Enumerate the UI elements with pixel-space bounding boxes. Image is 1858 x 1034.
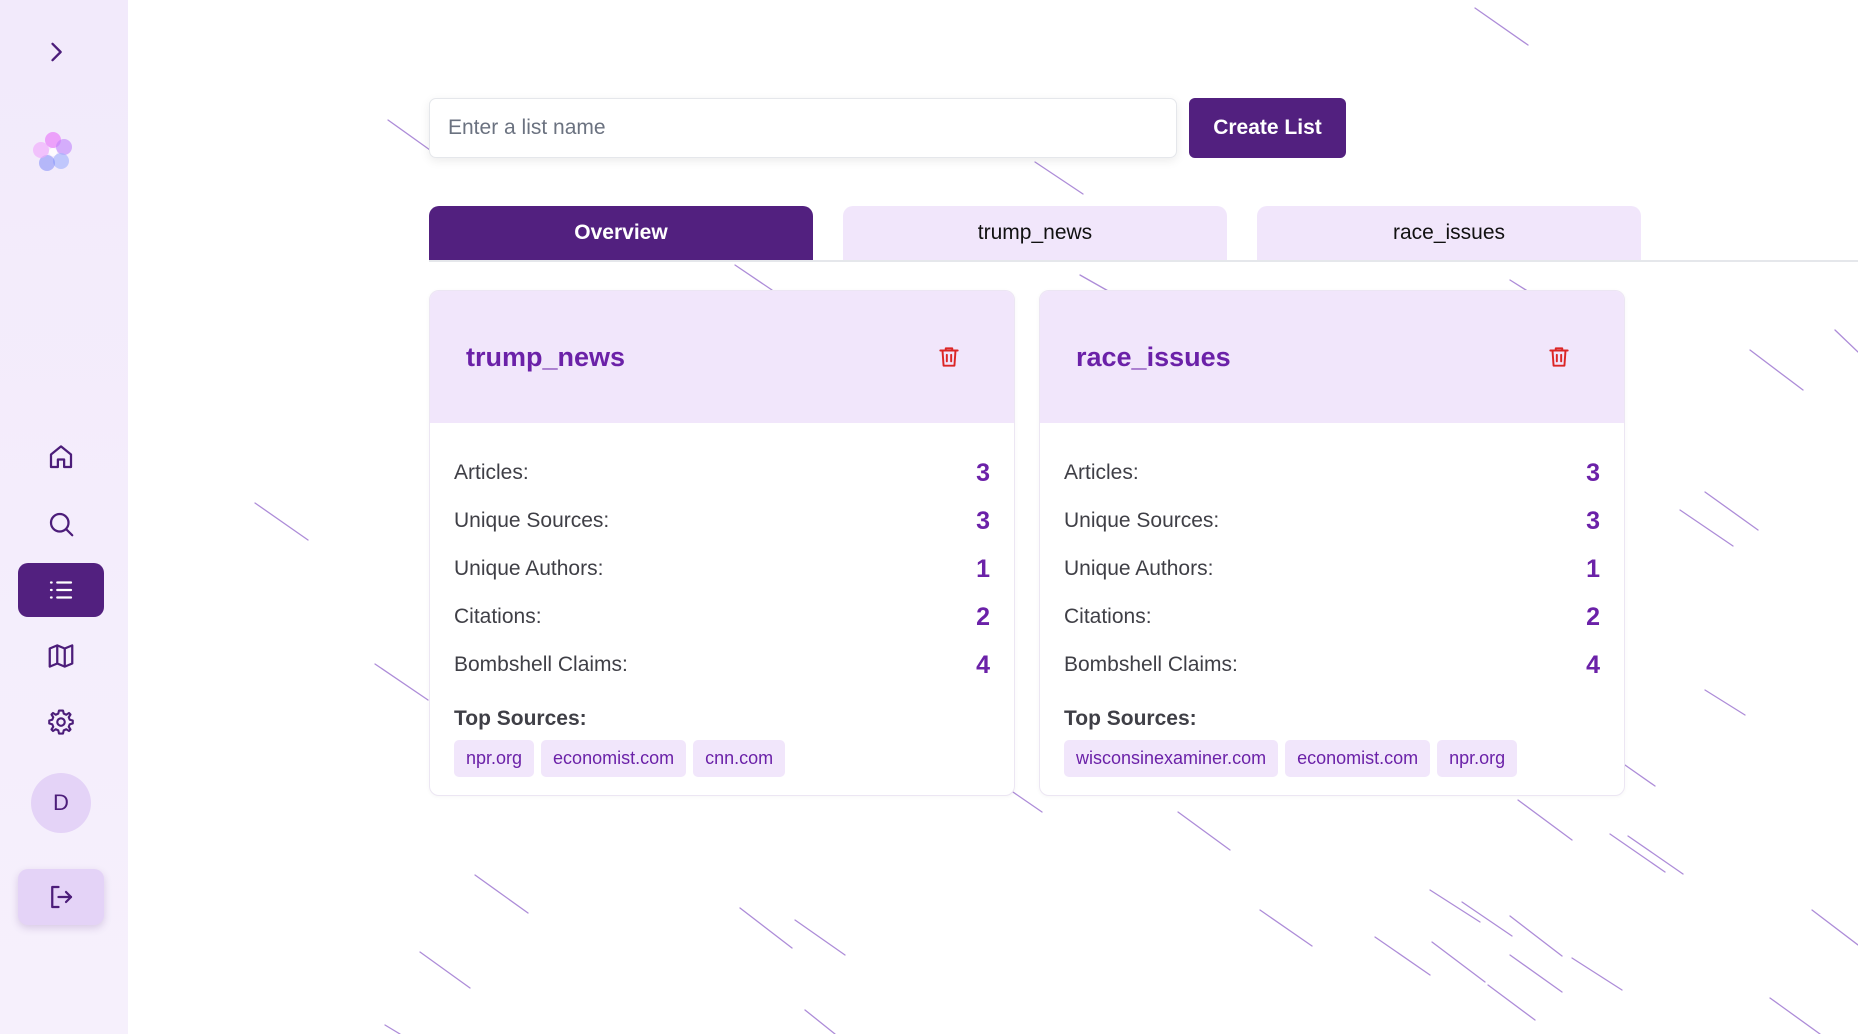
source-tag: npr.org: [454, 740, 535, 777]
logout-icon: [51, 885, 73, 909]
search-icon: [49, 512, 74, 537]
list-card-race-issues: race_issues Articles: 3 Unique Sources: …: [1039, 290, 1625, 796]
stat-value: 4: [976, 650, 990, 679]
stat-label: Unique Sources:: [1064, 509, 1220, 532]
source-tag: economist.com: [1285, 740, 1431, 777]
list-name-input[interactable]: [429, 98, 1177, 158]
top-sources-tags: wisconsinexaminer.com economist.com npr.…: [1040, 740, 1624, 777]
stat-label: Citations:: [1064, 605, 1152, 628]
stat-row: Citations: 2: [454, 593, 990, 641]
logout-button[interactable]: [18, 869, 104, 925]
stat-value: 1: [976, 554, 990, 583]
create-list-button[interactable]: Create List: [1189, 98, 1346, 158]
trash-icon: [939, 347, 959, 367]
source-tag: cnn.com: [693, 740, 786, 777]
top-sources-label: Top Sources:: [454, 707, 587, 730]
gear-icon: [48, 709, 74, 735]
stat-value: 1: [1586, 554, 1600, 583]
card-title: trump_news: [466, 341, 626, 372]
stat-value: 3: [1586, 506, 1600, 535]
tab-overview[interactable]: Overview: [429, 206, 813, 260]
sidebar-expand-button[interactable]: [38, 34, 74, 70]
avatar-initial: D: [53, 790, 69, 815]
source-tag: wisconsinexaminer.com: [1064, 740, 1279, 777]
stat-label: Articles:: [1064, 461, 1139, 484]
stat-label: Unique Authors:: [454, 557, 604, 580]
stat-row: Bombshell Claims: 4: [454, 641, 990, 689]
nav-lists[interactable]: [18, 563, 104, 617]
nav-home[interactable]: [18, 430, 104, 484]
card-header: trump_news: [430, 291, 1014, 423]
stat-label: Bombshell Claims:: [454, 653, 628, 676]
stat-row: Unique Sources: 3: [454, 497, 990, 545]
source-tag: economist.com: [541, 740, 687, 777]
flower-logo-icon: [33, 132, 72, 171]
card-stats: Articles: 3 Unique Sources: 3 Unique Aut…: [430, 423, 1014, 689]
stat-label: Bombshell Claims:: [1064, 653, 1238, 676]
delete-list-button[interactable]: [1546, 344, 1572, 370]
list-card-trump-news: trump_news Articles: 3 Unique Sources: 3…: [429, 290, 1015, 796]
stat-row: Unique Sources: 3: [1064, 497, 1600, 545]
delete-list-button[interactable]: [936, 344, 962, 370]
nav-map[interactable]: [18, 629, 104, 683]
stat-label: Unique Authors:: [1064, 557, 1214, 580]
sidebar: D: [0, 0, 128, 1034]
chevron-right-icon: [51, 42, 62, 62]
stat-row: Articles: 3: [1064, 449, 1600, 497]
stat-value: 2: [976, 602, 990, 631]
top-sources-label: Top Sources:: [1064, 707, 1197, 730]
tab-race-issues[interactable]: race_issues: [1257, 206, 1641, 260]
home-icon: [49, 445, 73, 469]
stat-row: Unique Authors: 1: [454, 545, 990, 593]
source-tag: npr.org: [1437, 740, 1518, 777]
card-header: race_issues: [1040, 291, 1624, 423]
trash-icon: [1549, 347, 1569, 367]
stat-value: 3: [976, 458, 990, 487]
stat-label: Unique Sources:: [454, 509, 610, 532]
stat-value: 3: [1586, 458, 1600, 487]
tab-trump-news[interactable]: trump_news: [843, 206, 1227, 260]
user-avatar[interactable]: D: [31, 773, 91, 833]
stat-value: 3: [976, 506, 990, 535]
list-icon: [49, 581, 73, 599]
list-tabs: Overview trump_news race_issues: [429, 206, 1858, 262]
nav-search[interactable]: [18, 497, 104, 551]
stat-row: Unique Authors: 1: [1064, 545, 1600, 593]
nav-settings[interactable]: [18, 695, 104, 749]
create-list-row: Create List: [429, 98, 1346, 158]
stat-row: Bombshell Claims: 4: [1064, 641, 1600, 689]
stat-row: Citations: 2: [1064, 593, 1600, 641]
map-icon: [48, 644, 74, 668]
stat-label: Citations:: [454, 605, 542, 628]
app-logo: [28, 127, 78, 177]
card-stats: Articles: 3 Unique Sources: 3 Unique Aut…: [1040, 423, 1624, 689]
stat-value: 4: [1586, 650, 1600, 679]
stat-label: Articles:: [454, 461, 529, 484]
stat-value: 2: [1586, 602, 1600, 631]
card-title: race_issues: [1076, 341, 1231, 372]
top-sources-tags: npr.org economist.com cnn.com: [430, 740, 1014, 777]
stat-row: Articles: 3: [454, 449, 990, 497]
